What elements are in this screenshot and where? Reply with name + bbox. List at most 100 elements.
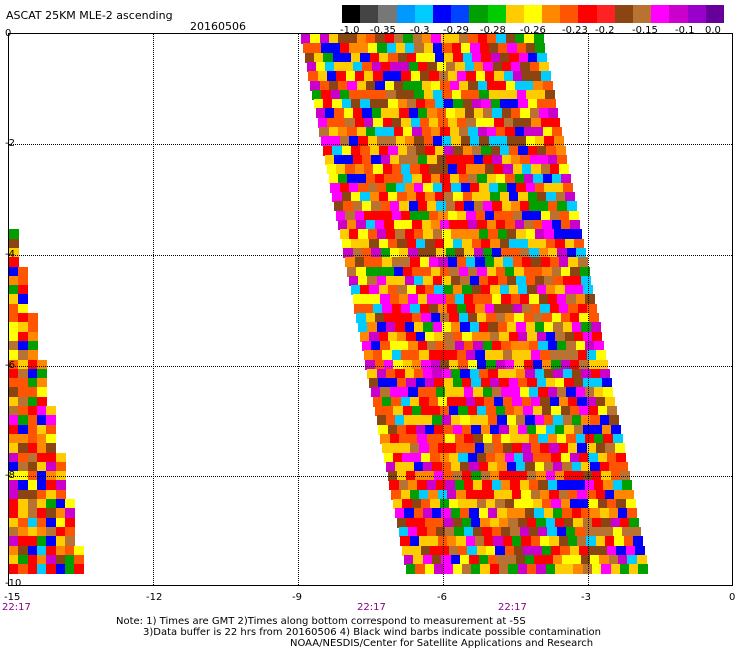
swath-cell: [9, 546, 19, 556]
swath-cell: [480, 564, 490, 574]
swath-cell: [505, 499, 515, 509]
swath-cell: [627, 555, 637, 565]
swath-cell: [502, 155, 512, 165]
swath-cell: [594, 341, 604, 351]
swath-cell: [367, 276, 377, 286]
colorbar-swatch: [378, 5, 397, 23]
swath-cell: [462, 285, 472, 295]
swath-cell: [460, 462, 470, 472]
swath-cell: [333, 53, 343, 63]
swath-cell: [514, 360, 524, 370]
swath-cell: [444, 378, 454, 388]
swath-cell: [412, 127, 422, 137]
swath-cell: [388, 146, 398, 156]
swath-cell: [65, 546, 75, 556]
swath-cell: [609, 508, 619, 518]
swath-cell: [316, 62, 326, 72]
swath-cell: [419, 490, 429, 500]
swath-cell: [9, 378, 19, 388]
swath-cell: [418, 155, 428, 165]
swath-cell: [307, 62, 317, 72]
swath-cell: [490, 192, 500, 202]
swath-cell: [451, 462, 461, 472]
swath-cell: [432, 508, 442, 518]
swath-cell: [375, 174, 385, 184]
swath-cell: [511, 155, 521, 165]
swath-cell: [331, 136, 341, 146]
swath-cell: [568, 350, 578, 360]
swath-cell: [397, 285, 407, 295]
swath-cell: [563, 276, 573, 286]
swath-cell: [579, 406, 589, 416]
swath-cell: [74, 564, 84, 574]
swath-cell: [455, 387, 465, 397]
swath-cell: [522, 118, 532, 128]
swath-cell: [393, 406, 403, 416]
swath-cell: [406, 378, 416, 388]
swath-cell: [594, 434, 604, 444]
swath-cell: [18, 425, 28, 435]
swath-cell: [427, 294, 437, 304]
swath-cell: [431, 81, 441, 91]
swath-cell: [477, 499, 487, 509]
swath-cell: [371, 248, 381, 258]
swath-cell: [513, 257, 523, 267]
swath-cell: [483, 294, 493, 304]
swath-cell: [408, 527, 418, 537]
swath-cell: [375, 313, 385, 323]
swath-cell: [520, 341, 530, 351]
swath-cell: [495, 453, 505, 463]
swath-cell: [451, 136, 461, 146]
swath-cell: [384, 220, 394, 230]
swath-cell: [575, 480, 585, 490]
swath-cell: [501, 480, 511, 490]
swath-cell: [360, 332, 370, 342]
swath-cell: [345, 164, 355, 174]
swath-cell: [46, 518, 56, 528]
swath-cell: [444, 192, 454, 202]
swath-cell: [500, 146, 510, 156]
swath-cell: [413, 555, 423, 565]
swath-cell: [46, 462, 56, 472]
swath-cell: [600, 508, 610, 518]
swath-cell: [579, 360, 589, 370]
swath-cell: [56, 462, 66, 472]
swath-cell: [366, 267, 376, 277]
swath-cell: [18, 508, 28, 518]
swath-cell: [505, 406, 515, 416]
swath-cell: [364, 164, 374, 174]
swath-cell: [468, 313, 478, 323]
swath-cell: [549, 490, 559, 500]
footer-note-1: Note: 1) Times are GMT 2)Times along bot…: [116, 616, 526, 627]
swath-cell: [28, 387, 38, 397]
swath-cell: [360, 53, 370, 63]
swath-cell: [491, 146, 501, 156]
colorbar-swatch: [578, 5, 597, 23]
swath-cell: [479, 90, 489, 100]
swath-cell: [416, 53, 426, 63]
swath-cell: [598, 406, 608, 416]
swath-cell: [375, 406, 385, 416]
swath-cell: [456, 443, 466, 453]
swath-cell: [581, 369, 591, 379]
swath-cell: [379, 332, 389, 342]
swath-cell: [487, 81, 497, 91]
map-title: ASCAT 25KM MLE-2 ascending: [6, 9, 173, 22]
swath-cell: [440, 406, 450, 416]
swath-cell: [456, 536, 466, 546]
swath-cell: [515, 174, 525, 184]
swath-cell: [9, 304, 19, 314]
grid-line: [9, 366, 732, 367]
swath-cell: [533, 546, 543, 556]
swath-cell: [528, 53, 538, 63]
swath-cell: [507, 136, 517, 146]
swath-cell: [497, 415, 507, 425]
swath-cell: [353, 62, 363, 72]
swath-cell: [488, 555, 498, 565]
swath-cell: [555, 425, 565, 435]
swath-cell: [410, 164, 420, 174]
colorbar-swatch: [596, 5, 615, 23]
swath-cell: [611, 518, 621, 528]
swath-cell: [421, 406, 431, 416]
swath-cell: [360, 192, 370, 202]
